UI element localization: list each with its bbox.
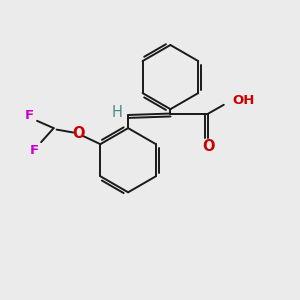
Text: F: F xyxy=(30,144,39,158)
Text: O: O xyxy=(202,139,214,154)
Text: OH: OH xyxy=(232,94,255,107)
Text: O: O xyxy=(72,127,85,142)
Text: H: H xyxy=(112,105,122,120)
Text: F: F xyxy=(25,109,34,122)
